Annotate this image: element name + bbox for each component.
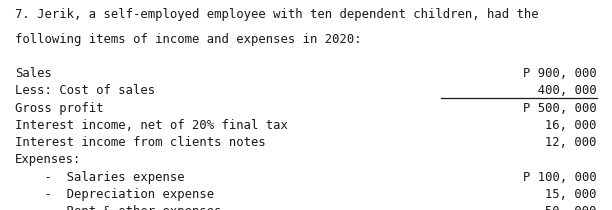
Text: Expenses:: Expenses: bbox=[15, 153, 81, 166]
Text: Interest income from clients notes: Interest income from clients notes bbox=[15, 136, 266, 149]
Text: 12, 000: 12, 000 bbox=[508, 136, 597, 149]
Text: -  Salaries expense: - Salaries expense bbox=[15, 171, 185, 184]
Text: 400, 000: 400, 000 bbox=[523, 84, 597, 97]
Text: -  Depreciation expense: - Depreciation expense bbox=[15, 188, 214, 201]
Text: Interest income, net of 20% final tax: Interest income, net of 20% final tax bbox=[15, 119, 288, 132]
Text: 16, 000: 16, 000 bbox=[508, 119, 597, 132]
Text: Sales: Sales bbox=[15, 67, 52, 80]
Text: 7. Jerik, a self-employed employee with ten dependent children, had the: 7. Jerik, a self-employed employee with … bbox=[15, 8, 539, 21]
Text: 50, 000: 50, 000 bbox=[508, 205, 597, 210]
Text: 15, 000: 15, 000 bbox=[508, 188, 597, 201]
Text: -  Rent & other expenses: - Rent & other expenses bbox=[15, 205, 222, 210]
Text: Less: Cost of sales: Less: Cost of sales bbox=[15, 84, 155, 97]
Text: Gross profit: Gross profit bbox=[15, 102, 104, 115]
Text: P 100, 000: P 100, 000 bbox=[523, 171, 597, 184]
Text: P 500, 000: P 500, 000 bbox=[523, 102, 597, 115]
Text: P 900, 000: P 900, 000 bbox=[523, 67, 597, 80]
Text: following items of income and expenses in 2020:: following items of income and expenses i… bbox=[15, 33, 362, 46]
